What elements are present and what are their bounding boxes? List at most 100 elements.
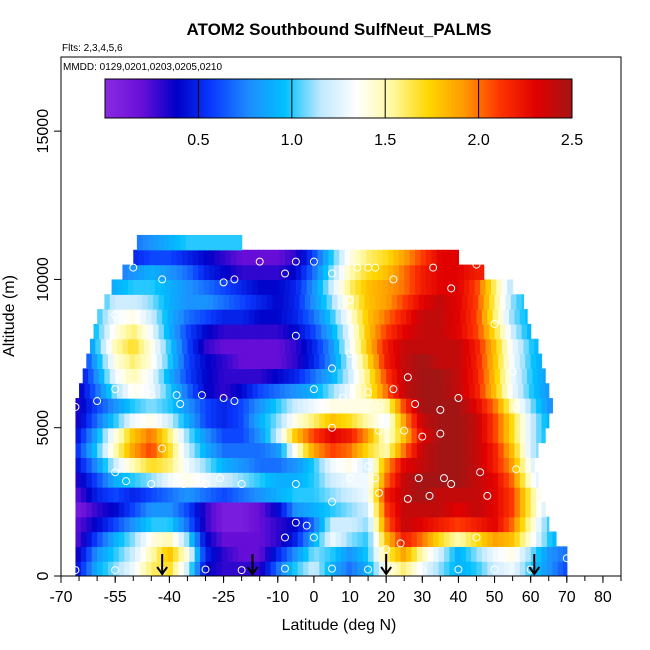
heatmap-cell bbox=[118, 442, 125, 458]
heatmap-cell bbox=[313, 516, 320, 533]
heatmap-cell bbox=[415, 338, 422, 355]
heatmap-cell bbox=[411, 412, 418, 429]
heatmap-cell bbox=[530, 501, 537, 518]
heatmap-cell bbox=[443, 457, 450, 473]
heatmap-cell bbox=[368, 309, 375, 325]
heatmap-cell bbox=[373, 531, 380, 547]
heatmap-cell bbox=[214, 249, 221, 266]
sample-point bbox=[111, 385, 120, 394]
heatmap-cell bbox=[75, 546, 82, 562]
heatmap-cell bbox=[525, 472, 532, 488]
heatmap-cell bbox=[525, 353, 532, 369]
heatmap-cell bbox=[192, 338, 199, 355]
heatmap-cell bbox=[317, 279, 324, 295]
heatmap-cell bbox=[191, 234, 198, 251]
heatmap-cell bbox=[369, 323, 376, 340]
heatmap-cell bbox=[519, 442, 526, 458]
heatmap-cell bbox=[136, 234, 143, 251]
heatmap-cell bbox=[140, 487, 147, 503]
heatmap-cell bbox=[503, 501, 510, 518]
heatmap-cell bbox=[490, 279, 497, 295]
heatmap-cell bbox=[313, 561, 320, 576]
heatmap-cell bbox=[344, 338, 351, 355]
heatmap-cell bbox=[210, 309, 217, 325]
heatmap-cell bbox=[275, 501, 282, 518]
heatmap-cell bbox=[254, 412, 261, 429]
heatmap-cell bbox=[221, 472, 228, 488]
heatmap-cell bbox=[189, 427, 196, 444]
heatmap-cell bbox=[424, 294, 431, 310]
heatmap-cell bbox=[140, 442, 147, 458]
heatmap-cell bbox=[223, 294, 230, 310]
heatmap-cell bbox=[481, 487, 488, 503]
heatmap-cell bbox=[389, 398, 396, 414]
heatmap-cell bbox=[353, 294, 360, 310]
heatmap-cell bbox=[290, 338, 297, 355]
heatmap-cell bbox=[487, 531, 494, 547]
heatmap-cell bbox=[167, 442, 174, 458]
sample-point bbox=[327, 269, 336, 278]
heatmap-cell bbox=[546, 412, 550, 429]
heatmap-cell bbox=[187, 279, 194, 295]
heatmap-cell bbox=[471, 427, 478, 444]
heatmap-cell bbox=[270, 398, 277, 414]
heatmap-cell bbox=[106, 383, 113, 399]
heatmap-cell bbox=[427, 398, 434, 414]
heatmap-cell bbox=[382, 338, 389, 355]
heatmap-cell bbox=[384, 487, 391, 503]
heatmap-cell bbox=[449, 442, 456, 458]
heatmap-cell bbox=[270, 531, 277, 547]
heatmap-cell bbox=[322, 279, 329, 295]
heatmap-cell bbox=[335, 501, 342, 518]
heatmap-cell bbox=[225, 383, 232, 399]
heatmap-cell bbox=[431, 383, 438, 399]
heatmap-cell bbox=[151, 546, 158, 562]
colorbar-tick-label: 0.5 bbox=[187, 132, 209, 149]
heatmap-cell bbox=[503, 427, 510, 444]
heatmap-cell bbox=[368, 398, 375, 414]
heatmap-cell bbox=[460, 457, 467, 473]
heatmap-cell bbox=[449, 561, 456, 576]
heatmap-cell bbox=[140, 531, 147, 547]
heatmap-cell bbox=[86, 561, 93, 576]
heatmap-cell bbox=[118, 531, 125, 547]
heatmap-cell bbox=[173, 353, 180, 369]
heatmap-cell bbox=[218, 234, 225, 251]
heatmap-cell bbox=[342, 368, 349, 384]
heatmap-cell bbox=[162, 546, 169, 562]
heatmap-cell bbox=[454, 516, 461, 533]
heatmap-cell bbox=[154, 249, 161, 266]
heatmap-cell bbox=[380, 294, 387, 310]
heatmap-cell bbox=[351, 442, 358, 458]
heatmap-cell bbox=[445, 368, 452, 384]
heatmap-cell bbox=[109, 294, 116, 310]
heatmap-cell bbox=[378, 309, 385, 325]
heatmap-cell bbox=[545, 383, 550, 399]
sample-point bbox=[255, 257, 264, 266]
heatmap-cell bbox=[182, 249, 189, 266]
heatmap-cell bbox=[308, 546, 315, 562]
heatmap-cell bbox=[324, 457, 331, 473]
heatmap-cell bbox=[438, 472, 445, 488]
heatmap-cell bbox=[97, 412, 104, 429]
heatmap-cell bbox=[313, 457, 320, 473]
heatmap-cell bbox=[279, 264, 286, 281]
heatmap-cell bbox=[481, 531, 488, 547]
heatmap-cell bbox=[492, 501, 499, 518]
heatmap-cell bbox=[481, 353, 488, 369]
heatmap-cell bbox=[353, 323, 360, 340]
heatmap-cell bbox=[286, 516, 293, 533]
heatmap-cell bbox=[315, 368, 322, 384]
heatmap-cell bbox=[498, 442, 505, 458]
heatmap-cell bbox=[438, 398, 445, 414]
heatmap-cell bbox=[91, 353, 98, 369]
heatmap-cell bbox=[342, 323, 349, 340]
heatmap-cell bbox=[153, 234, 160, 251]
heatmap-cell bbox=[312, 383, 319, 399]
heatmap-cell bbox=[174, 368, 181, 384]
heatmap-cell bbox=[409, 383, 416, 399]
heatmap-cell bbox=[107, 472, 114, 488]
heatmap-cell bbox=[541, 412, 548, 429]
heatmap-cell bbox=[480, 338, 487, 355]
